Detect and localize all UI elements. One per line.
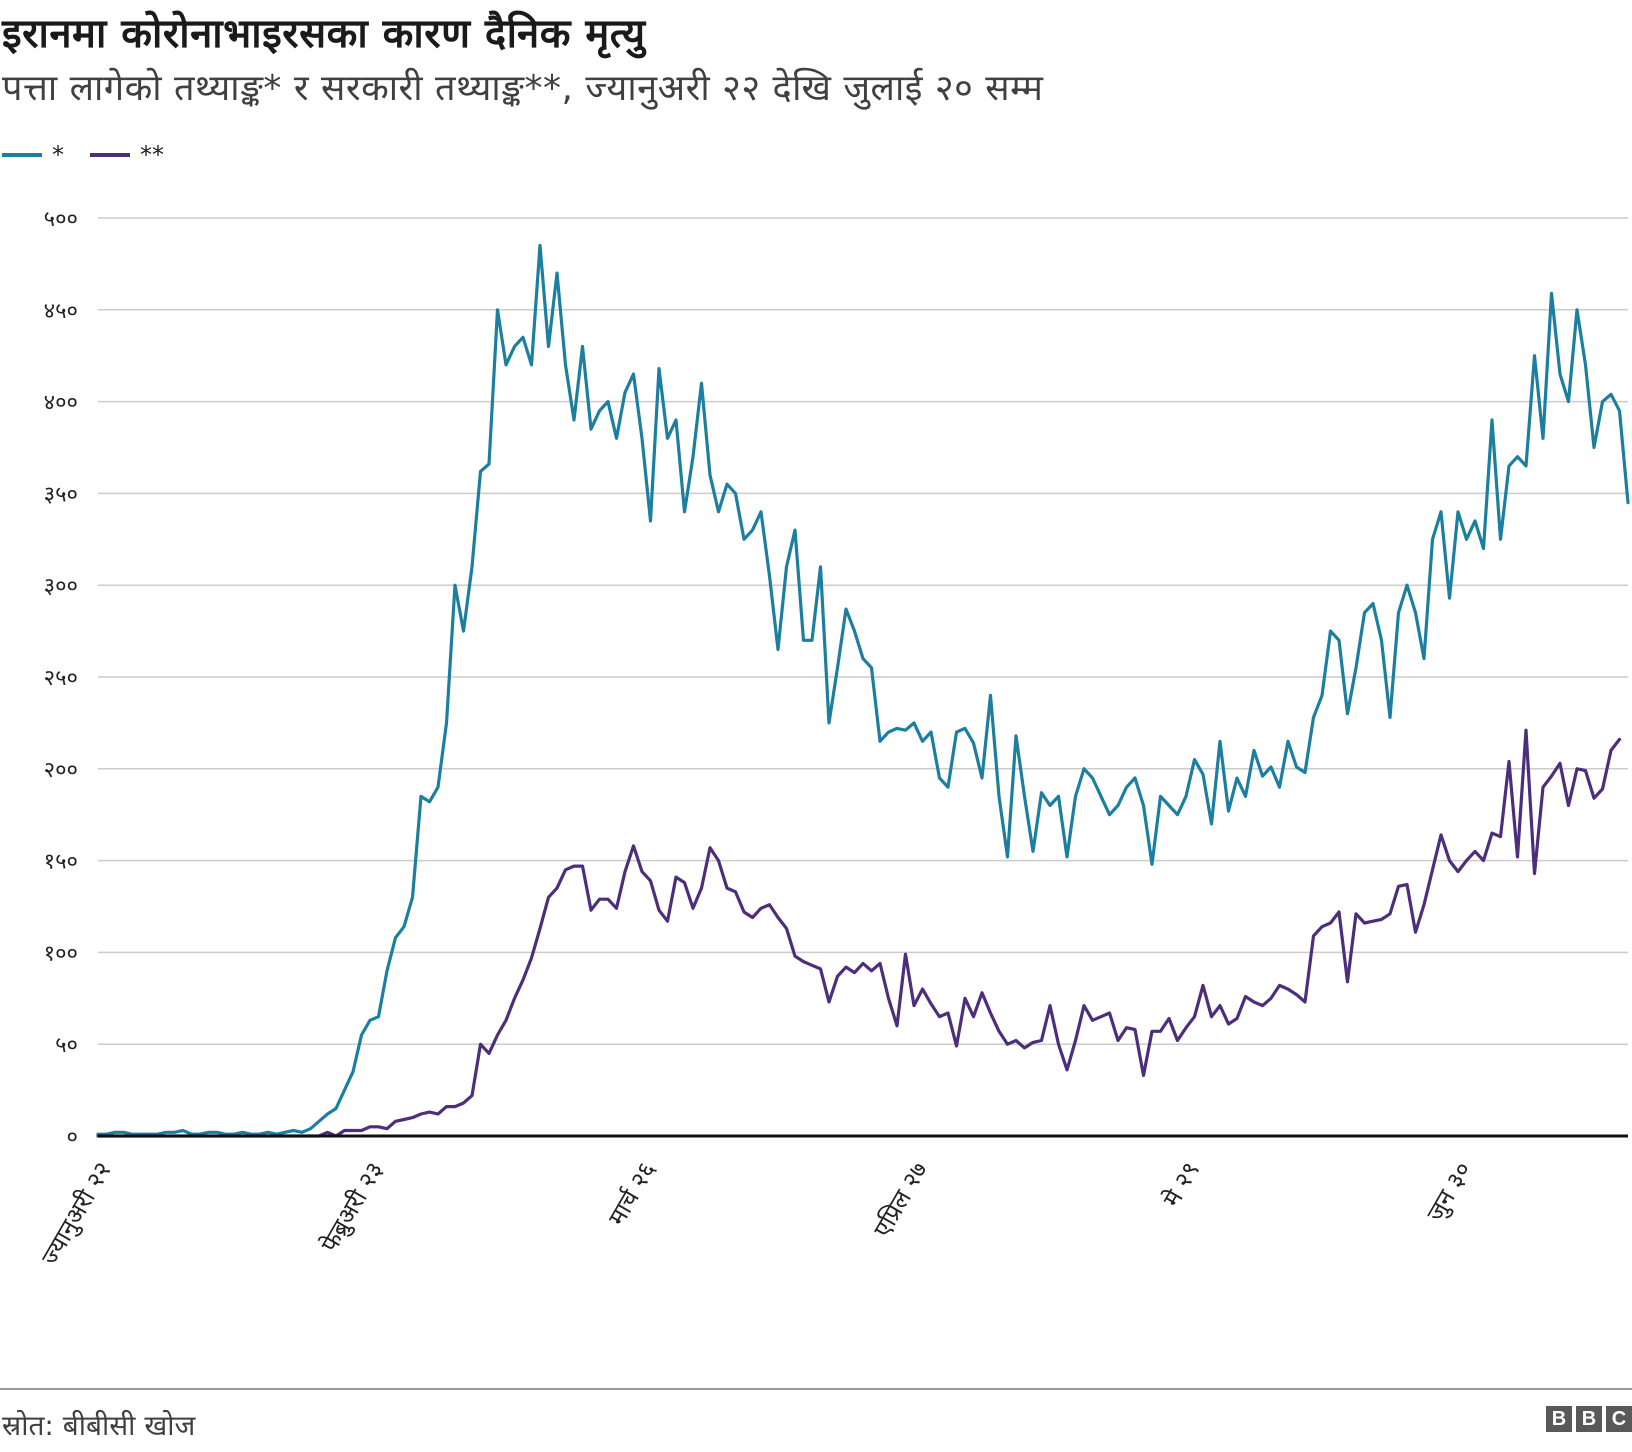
- y-tick-label-100: १००: [44, 941, 78, 966]
- legend-swatch-series-2: [90, 153, 130, 157]
- x-tick-label-4: एप्रिल २७: [868, 1157, 933, 1242]
- bbc-logo-letter-3: C: [1606, 1406, 1632, 1432]
- y-tick-label-150: १५०: [44, 850, 78, 875]
- bbc-logo-letter-1: B: [1546, 1406, 1572, 1432]
- bbc-logo-letter-2: B: [1576, 1406, 1602, 1432]
- series-line-2: [96, 728, 1622, 1138]
- series-line-1: [96, 243, 1630, 1136]
- y-tick-label-200: २००: [44, 758, 78, 783]
- x-tick-label-6: जुन ३०: [1421, 1157, 1478, 1227]
- legend-item-series-1: *: [2, 141, 64, 169]
- y-tick-label-450: ४५०: [44, 299, 78, 324]
- y-tick-label-50: ५०: [55, 1033, 78, 1058]
- y-tick-label-350: ३५०: [44, 482, 78, 507]
- y-tick-label-0: ०: [67, 1125, 78, 1150]
- source-note: स्रोत: बीबीसी खोज: [2, 1409, 196, 1442]
- chart-title: इरानमा कोरोनाभाइरसका कारण दैनिक मृत्यु: [2, 11, 646, 57]
- footer-divider: [0, 1388, 1632, 1390]
- y-tick-label-250: २५०: [44, 666, 78, 691]
- y-tick-label-500: ५००: [44, 207, 78, 232]
- x-tick-label-1: ज्यानुअरी २२: [36, 1157, 118, 1270]
- y-tick-label-300: ३००: [44, 574, 78, 599]
- bbc-logo: B B C: [1542, 1406, 1632, 1432]
- x-tick-label-2: फेब्रुअरी २३: [315, 1157, 390, 1257]
- legend: * **: [2, 140, 190, 170]
- x-tick-label-5: मे २९: [1157, 1157, 1205, 1212]
- legend-item-series-2: **: [90, 141, 164, 169]
- x-tick-label-3: मार्च २६: [603, 1157, 661, 1230]
- chart-subtitle: पत्ता लागेको तथ्याङ्क* र सरकारी तथ्याङ्क…: [2, 68, 1044, 109]
- y-tick-label-400: ४००: [44, 391, 78, 416]
- legend-swatch-series-1: [2, 153, 42, 157]
- line-chart: ० ५० १०० १५० २०० २५० ३०० ३५० ४०० ४५० ५०० ज्यानुअरी …: [36, 207, 1630, 1270]
- legend-label-series-1: *: [52, 141, 64, 169]
- legend-label-series-2: **: [140, 141, 164, 169]
